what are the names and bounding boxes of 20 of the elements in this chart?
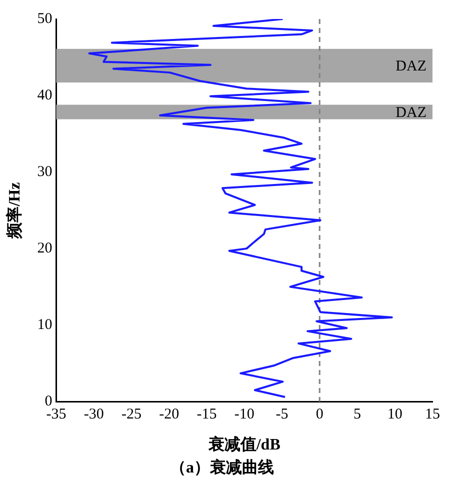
text: （a）衰减曲线 <box>170 458 274 477</box>
x-tick-label: -15 <box>196 406 217 423</box>
x-tick-label: -25 <box>121 406 142 423</box>
y-tick-label: 50 <box>37 10 52 27</box>
y-tick-label: 40 <box>37 87 52 104</box>
y-tick-label: 30 <box>37 164 52 180</box>
band-label: DAZ <box>396 104 426 121</box>
x-tick-label: -20 <box>159 406 180 423</box>
band-label: DAZ <box>396 58 426 75</box>
y-tick-label: 20 <box>37 240 52 256</box>
y-axis-title: 频率/Hz <box>4 182 24 240</box>
x-tick-label: 10 <box>387 406 402 423</box>
x-tick-label: 0 <box>316 406 324 423</box>
x-tick-label: 5 <box>353 406 361 423</box>
x-tick-label: -30 <box>84 406 104 423</box>
x-tick-label: -10 <box>234 406 254 423</box>
x-tick-label: 15 <box>425 406 440 423</box>
x-tick-label: -5 <box>276 406 288 423</box>
y-tick-label: 10 <box>37 317 52 334</box>
x-axis-title: 衰减值/dB <box>207 434 281 454</box>
